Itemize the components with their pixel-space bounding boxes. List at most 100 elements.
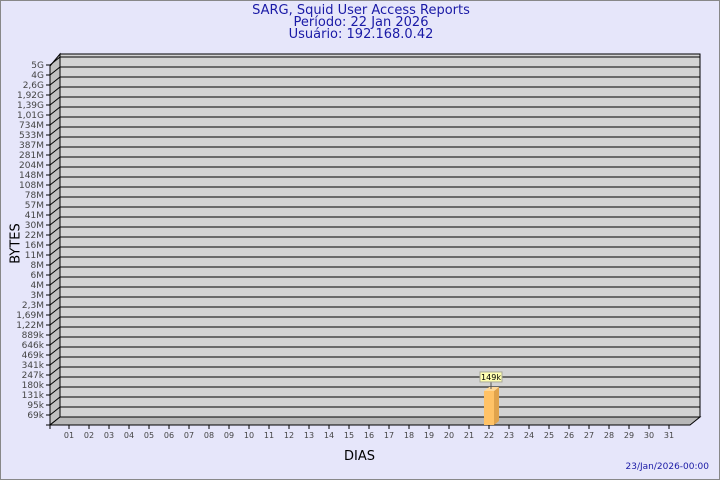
- x-tick-label: 13: [304, 431, 314, 440]
- grid-diagonal: [49, 196, 61, 206]
- x-tick-label: 28: [604, 431, 614, 440]
- y-tick-label: 78M: [25, 191, 44, 201]
- grid-diagonal: [49, 116, 61, 126]
- back-wall: [59, 53, 701, 418]
- grid-diagonal: [49, 216, 61, 226]
- grid-diagonal: [49, 256, 61, 266]
- y-tick-label: 108M: [19, 181, 44, 191]
- y-tick-label: 30M: [25, 221, 44, 231]
- y-tick-label: 1,69M: [16, 311, 44, 321]
- y-tick-label: 95k: [27, 401, 44, 411]
- y-tick-label: 734M: [19, 121, 44, 131]
- y-tick-label: 148M: [19, 171, 44, 181]
- y-tick-label: 1,92G: [17, 91, 44, 101]
- x-tick-label: 06: [164, 431, 174, 440]
- grid-diagonal: [49, 316, 61, 326]
- x-tick-label: 16: [364, 431, 374, 440]
- grid-diagonal: [49, 176, 61, 186]
- x-tick-label: 12: [284, 431, 294, 440]
- data-label-box: [479, 371, 503, 383]
- grid-diagonal: [49, 236, 61, 246]
- x-tick-label: 05: [144, 431, 154, 440]
- y-tick-label: 5G: [31, 61, 44, 71]
- y-tick-label: 341k: [22, 361, 45, 371]
- y-tick-label: 8M: [31, 261, 45, 271]
- y-tick-label: 22M: [25, 231, 44, 241]
- x-tick-label: 04: [124, 431, 134, 440]
- y-tick-label: 1,22M: [16, 321, 44, 331]
- y-tick-label: 281M: [19, 151, 44, 161]
- y-tick-label: 11M: [25, 251, 44, 261]
- grid-diagonal: [49, 286, 61, 296]
- y-axis-label: BYTES: [8, 223, 24, 264]
- side-wall: [49, 52, 61, 427]
- grid-diagonal: [49, 266, 61, 276]
- grid-diagonal: [49, 296, 61, 306]
- x-tick-label: 17: [384, 431, 394, 440]
- grid-diagonal: [49, 66, 61, 76]
- x-tick-label: 01: [64, 431, 74, 440]
- y-tick-label: 4M: [31, 281, 45, 291]
- x-tick-label: 21: [464, 431, 474, 440]
- x-tick-label: 19: [424, 431, 434, 440]
- y-tick-label: 16M: [25, 241, 44, 251]
- grid-diagonal: [49, 166, 61, 176]
- x-tick-label: 29: [624, 431, 634, 440]
- grid-diagonal: [49, 186, 61, 196]
- x-tick-label: 02: [84, 431, 94, 440]
- grid-diagonal: [49, 406, 61, 416]
- chart-period: Período: 22 Jan 2026: [293, 15, 429, 30]
- footer-timestamp: 23/Jan/2026-00:00: [625, 462, 709, 472]
- x-tick-label: 07: [184, 431, 194, 440]
- y-tick-label: 533M: [19, 131, 44, 141]
- x-tick-label: 09: [224, 431, 234, 440]
- x-tick-label: 20: [444, 431, 454, 440]
- grid-diagonal: [49, 226, 61, 236]
- x-tick-label: 23: [504, 431, 514, 440]
- chart-title: SARG, Squid User Access Reports: [252, 3, 470, 18]
- x-tick-label: 25: [544, 431, 554, 440]
- y-tick-label: 6M: [31, 271, 45, 281]
- y-tick-label: 180k: [22, 381, 45, 391]
- grid-diagonal: [49, 56, 61, 66]
- chart-user: Usuário: 192.168.0.42: [288, 27, 434, 42]
- grid-diagonal: [49, 126, 61, 136]
- bar-day-22: [484, 390, 494, 425]
- grid-diagonal: [49, 96, 61, 106]
- y-tick-label: 2,3M: [22, 301, 44, 311]
- y-tick-label: 57M: [25, 201, 44, 211]
- y-tick-label: 204M: [19, 161, 44, 171]
- x-tick-label: 18: [404, 431, 414, 440]
- y-tick-label: 1,39G: [17, 101, 44, 111]
- data-label: 149k: [481, 373, 501, 382]
- x-tick-label: 08: [204, 431, 214, 440]
- grid-diagonal: [49, 246, 61, 256]
- y-tick-label: 3M: [31, 291, 45, 301]
- x-tick-label: 11: [264, 431, 274, 440]
- grid-diagonal: [49, 136, 61, 146]
- grid-diagonal: [49, 386, 61, 396]
- grid-diagonal: [49, 206, 61, 216]
- x-tick-label: 30: [644, 431, 654, 440]
- x-tick-label: 03: [104, 431, 114, 440]
- y-tick-label: 1,01G: [17, 111, 44, 121]
- y-tick-label: 4G: [31, 71, 44, 81]
- y-tick-label: 41M: [25, 211, 44, 221]
- floor: [48, 416, 702, 426]
- y-tick-label: 2,6G: [23, 81, 44, 91]
- grid-diagonal: [49, 76, 61, 86]
- grid-diagonal: [49, 346, 61, 356]
- y-tick-label: 469k: [22, 351, 45, 361]
- x-tick-label: 15: [344, 431, 354, 440]
- grid-diagonal: [49, 326, 61, 336]
- grid-diagonal: [49, 146, 61, 156]
- y-tick-label: 131k: [22, 391, 45, 401]
- grid-diagonal: [49, 306, 61, 316]
- x-tick-label: 14: [324, 431, 334, 440]
- x-tick-label: 26: [564, 431, 574, 440]
- bar-side: [494, 386, 499, 425]
- grid-diagonal: [49, 86, 61, 96]
- grid-diagonal: [49, 106, 61, 116]
